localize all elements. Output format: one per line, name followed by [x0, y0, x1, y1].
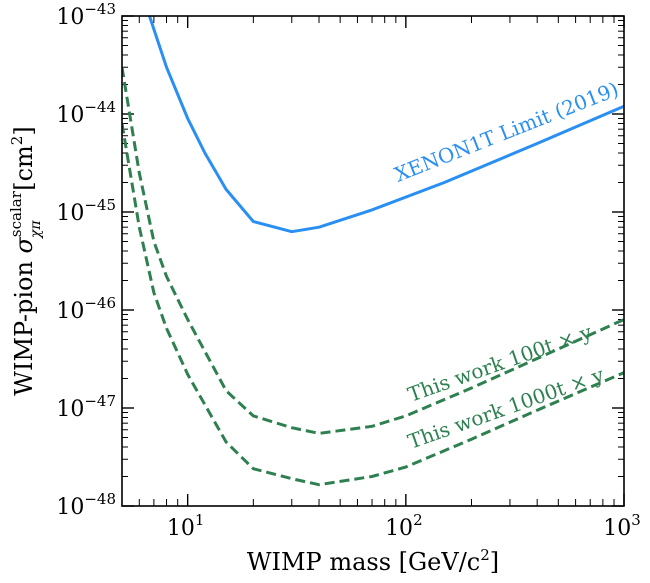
x-tick-label: 103: [603, 511, 641, 541]
y-tick-label: 10−44: [56, 98, 116, 128]
y-axis-title: WIMP-pion σscalar χπ [cm2]: [7, 126, 44, 395]
series-layer: [122, 16, 624, 487]
plot-frame: [121, 15, 625, 507]
x-axis-title: WIMP mass [GeV/c2]: [247, 546, 499, 576]
x-tick-label: 102: [385, 511, 423, 541]
y-tick-labels: 10−48 10−47 10−46 10−45 10−44 10−43: [56, 0, 116, 520]
y-tick-label: 10−47: [56, 392, 116, 422]
this-work-1000t-line: [122, 123, 624, 487]
y-tick-label: 10−43: [56, 0, 116, 30]
x-tick-labels: 101 102 103: [167, 511, 641, 541]
this-work-100t-line: [122, 66, 624, 435]
y-tick-label: 10−45: [56, 196, 116, 226]
y-tick-label: 10−48: [56, 490, 116, 520]
x-tick-label: 101: [167, 511, 205, 541]
xenon1t-limit-line: [147, 16, 624, 234]
y-tick-label: 10−46: [56, 294, 116, 324]
